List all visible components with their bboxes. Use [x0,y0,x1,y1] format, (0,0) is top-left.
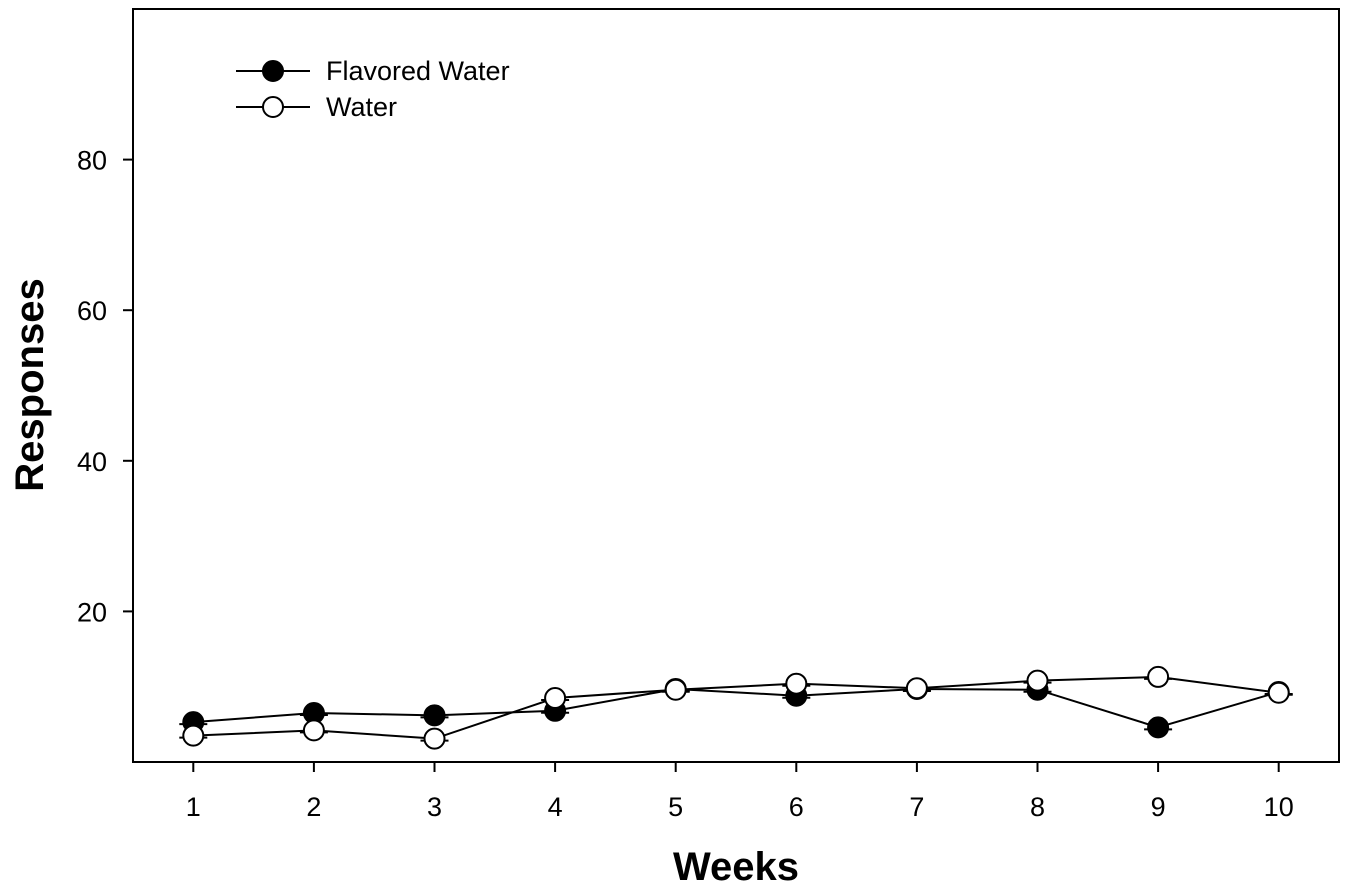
x-tick-label: 5 [668,792,683,822]
x-tick-label: 8 [1030,792,1045,822]
data-point-flavored-water [423,704,446,727]
data-point-flavored-water [1147,716,1170,739]
data-point-water [182,724,205,747]
y-tick-label: 20 [77,597,107,627]
data-point-water [785,672,808,695]
data-point-water [544,686,567,709]
data-point-water [1267,681,1290,704]
y-tick-label: 80 [77,146,107,176]
y-axis: 20 40 60 80 [77,146,133,627]
data-point-water [1026,669,1049,692]
x-tick-label: 9 [1151,792,1166,822]
y-tick-label: 60 [77,296,107,326]
data-point-water [664,678,687,701]
legend-label-flavored-water: Flavored Water [326,56,510,86]
y-axis-title: Responses [8,278,52,491]
plot-frame [132,8,1340,763]
data-point-water [905,677,928,700]
series-layer [179,665,1293,750]
data-point-water [423,727,446,750]
series-line-flavored-water [193,687,1279,729]
x-tick-label: 1 [186,792,201,822]
legend-marker-water [262,96,284,118]
series-line-water [193,675,1279,740]
x-tick-label: 3 [427,792,442,822]
x-tick-label: 6 [789,792,804,822]
data-point-water [302,719,325,742]
legend-marker-flavored-water [262,60,284,82]
x-axis: 1 2 3 4 5 6 7 8 9 10 [186,762,1294,822]
y-tick-label: 40 [77,447,107,477]
legend: Flavored Water Water [236,56,510,122]
x-tick-label: 4 [548,792,563,822]
x-axis-title: Weeks [673,845,799,889]
x-tick-label: 10 [1264,792,1294,822]
x-tick-label: 2 [306,792,321,822]
x-tick-label: 7 [909,792,924,822]
data-point-water [1147,665,1170,688]
legend-label-water: Water [326,92,397,122]
